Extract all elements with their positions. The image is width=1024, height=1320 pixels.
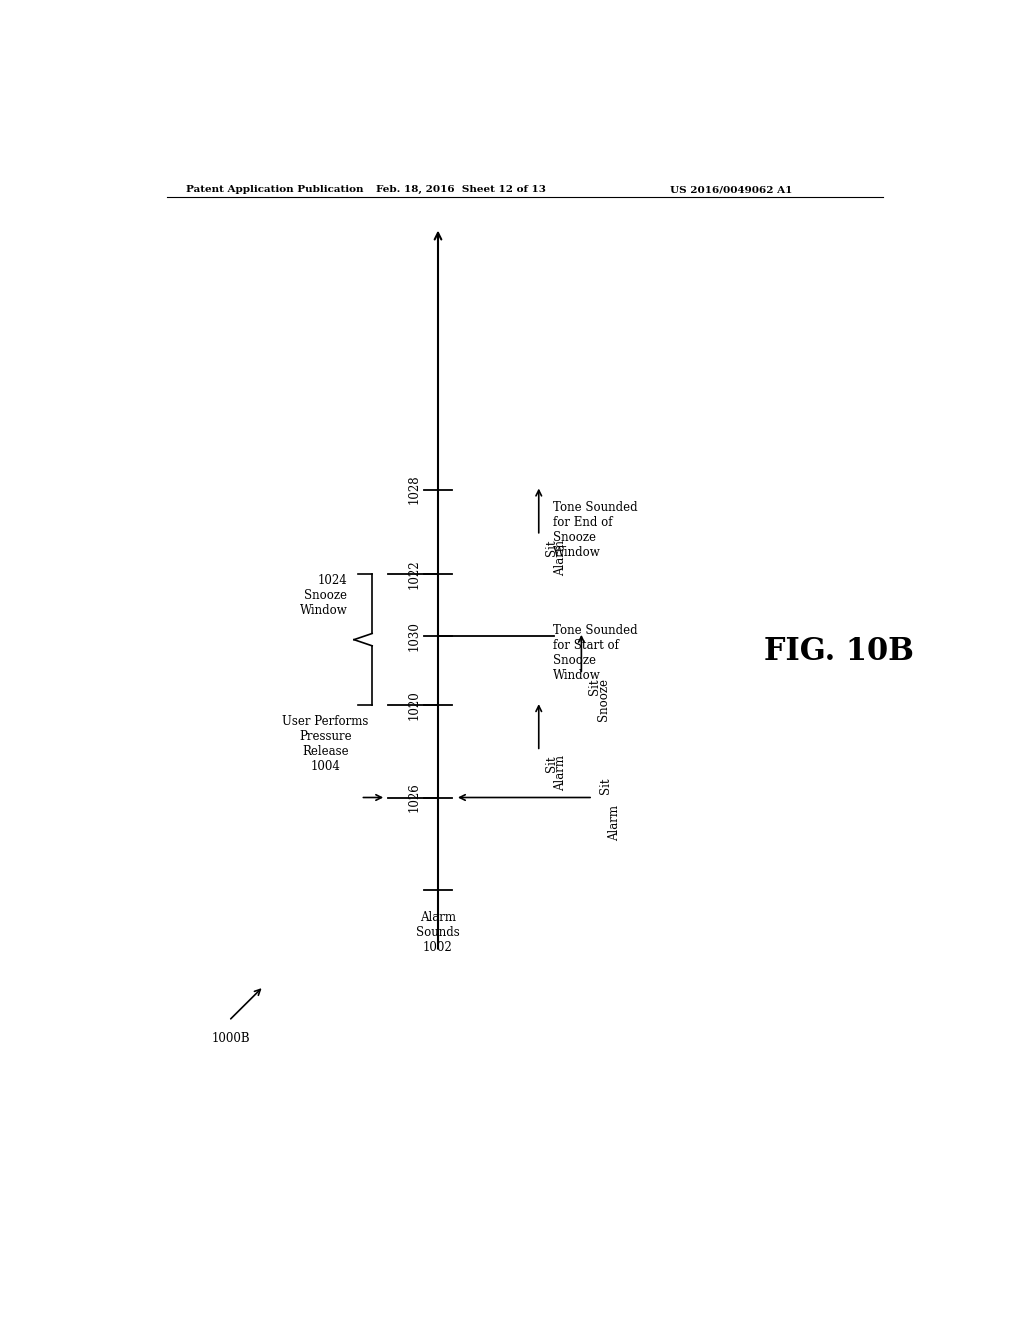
Text: US 2016/0049062 A1: US 2016/0049062 A1 xyxy=(671,185,793,194)
Text: 1024
Snooze
Window: 1024 Snooze Window xyxy=(300,574,347,618)
Text: Patent Application Publication: Patent Application Publication xyxy=(186,185,364,194)
Text: Sit: Sit xyxy=(545,540,558,556)
Text: Alarm
Sounds
1002: Alarm Sounds 1002 xyxy=(416,911,460,954)
Text: Snooze: Snooze xyxy=(597,678,610,721)
Text: Tone Sounded
for Start of
Snooze
Window: Tone Sounded for Start of Snooze Window xyxy=(553,624,637,682)
Text: FIG. 10B: FIG. 10B xyxy=(764,636,913,667)
Text: Alarm: Alarm xyxy=(608,805,622,841)
Text: Alarm: Alarm xyxy=(554,540,567,576)
Text: 1030: 1030 xyxy=(408,620,421,651)
Text: Sit: Sit xyxy=(545,755,558,772)
Text: 1000B: 1000B xyxy=(212,1032,250,1045)
Text: 1026: 1026 xyxy=(408,783,421,812)
Text: Sit: Sit xyxy=(599,777,612,793)
Text: Sit: Sit xyxy=(588,678,600,694)
Text: Alarm: Alarm xyxy=(554,755,567,791)
Text: 1028: 1028 xyxy=(408,475,421,504)
Text: 1020: 1020 xyxy=(408,690,421,719)
Text: 1022: 1022 xyxy=(408,560,421,589)
Text: Tone Sounded
for End of
Snooze
Window: Tone Sounded for End of Snooze Window xyxy=(553,500,637,558)
Text: User Performs
Pressure
Release
1004: User Performs Pressure Release 1004 xyxy=(283,714,369,772)
Text: Feb. 18, 2016  Sheet 12 of 13: Feb. 18, 2016 Sheet 12 of 13 xyxy=(376,185,546,194)
